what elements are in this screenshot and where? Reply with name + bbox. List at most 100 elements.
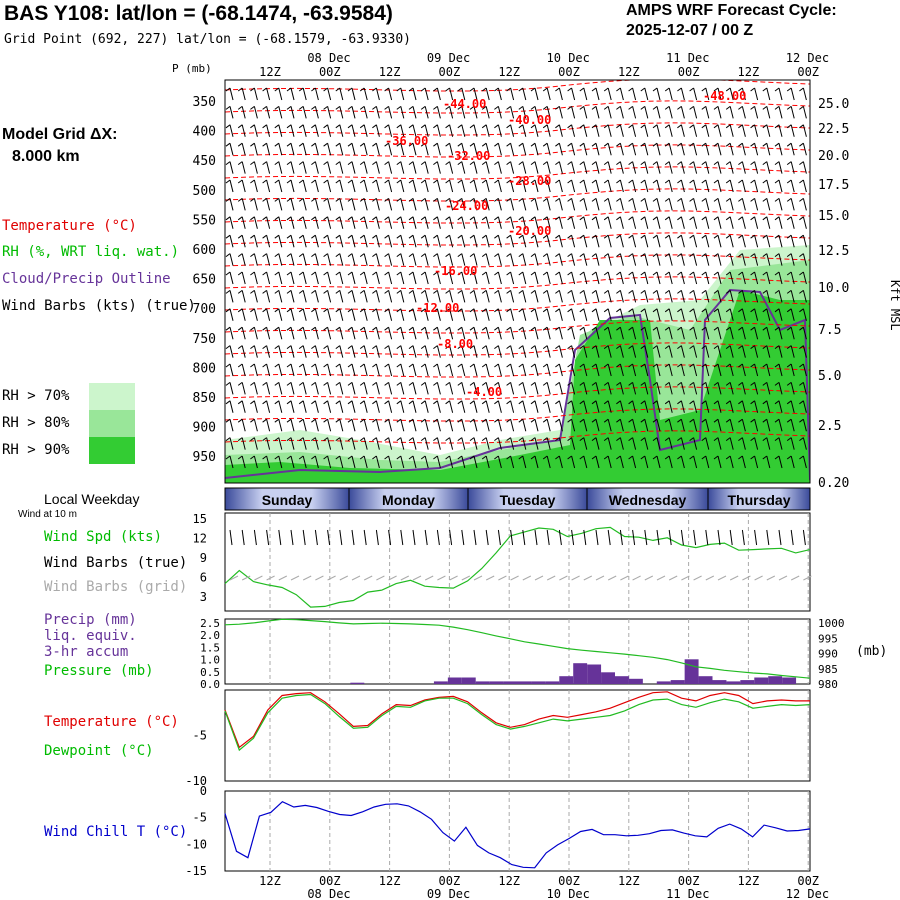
wind-barb xyxy=(664,289,673,303)
wind-barb-flag xyxy=(530,271,536,276)
wind-barb-staff xyxy=(266,179,271,193)
wind-barb xyxy=(262,381,271,395)
wind-barb-flag xyxy=(579,400,585,405)
wind-tick-label: 6 xyxy=(200,571,207,585)
wind-barb-flag xyxy=(567,400,572,405)
wind-barb-true xyxy=(546,529,550,546)
wind-barb-staff xyxy=(253,179,258,193)
wind-barb-staff xyxy=(778,400,783,413)
wind-barb-flag xyxy=(311,179,316,184)
wind-barb-flag xyxy=(542,345,548,350)
wind-barb-staff xyxy=(327,363,332,377)
wind-barb-staff xyxy=(790,437,795,450)
wind-barb-grid xyxy=(302,575,312,581)
wind-barb xyxy=(457,106,466,119)
wind-barb xyxy=(530,418,539,432)
precip-panel-frame xyxy=(224,618,811,685)
wind-barb-staff xyxy=(668,179,673,193)
wind-barb-staff xyxy=(253,124,258,137)
wind-barb-staff xyxy=(497,308,502,321)
wind-barb-flag xyxy=(335,437,341,442)
wind-barb xyxy=(225,271,234,285)
wind-barb-staff xyxy=(461,345,466,358)
wind-barb-flag xyxy=(237,161,243,166)
wind-barb-staff xyxy=(388,106,393,119)
wind-barb-staff xyxy=(595,198,600,211)
wind-barb-staff xyxy=(766,400,771,413)
wind-barb-staff xyxy=(693,363,698,377)
wind-barb-flag xyxy=(701,418,707,423)
wind-barb-flag xyxy=(274,455,280,460)
wind-barb-flag xyxy=(664,106,670,110)
model-grid-value: 8.000 km xyxy=(12,148,80,165)
wind-barb-flag xyxy=(652,418,658,423)
wind-barb-staff xyxy=(266,161,271,174)
wind-barb xyxy=(738,161,746,174)
wind-barb xyxy=(799,197,807,211)
wind-barb-flag xyxy=(518,124,524,129)
wind-barb-grid xyxy=(229,575,239,581)
wind-barb-flag xyxy=(457,326,463,331)
wind-barb-flag xyxy=(298,455,304,460)
wind-barb xyxy=(762,455,771,469)
wind-barb-staff xyxy=(778,290,783,303)
wind-barb xyxy=(262,124,271,137)
wind-barb xyxy=(774,289,783,303)
wind-barb xyxy=(738,363,746,377)
wind-barb xyxy=(420,124,429,137)
wind-barb-staff xyxy=(461,87,466,101)
wind-barb-staff xyxy=(241,198,246,211)
model-grid-label: Model Grid ΔX: xyxy=(2,126,118,143)
wind-barb-staff xyxy=(571,87,576,101)
wind-barb xyxy=(555,455,563,469)
wind-barb-flag xyxy=(262,106,267,110)
wind-barb-staff xyxy=(485,290,490,303)
hour-label-bottom: 12Z xyxy=(498,874,520,888)
wind-barb xyxy=(347,326,356,340)
wind-barb-staff xyxy=(375,161,380,174)
wind-barb-flag xyxy=(518,400,524,405)
wind-barb xyxy=(652,106,661,119)
wind-barb xyxy=(640,326,649,340)
wind-barb-staff xyxy=(412,235,417,248)
wind-barb-flag xyxy=(323,345,328,350)
wind-barb-staff xyxy=(644,271,649,285)
wind-barb-flag xyxy=(396,418,402,423)
wind-barb xyxy=(433,455,441,469)
wind-barb-staff xyxy=(766,455,771,469)
wind-barb-flag xyxy=(420,308,426,313)
wind-barb-true xyxy=(449,529,453,546)
wind-barb xyxy=(408,437,417,450)
wind-barb xyxy=(433,216,441,229)
wind-barb xyxy=(567,106,576,119)
wind-barb xyxy=(579,308,588,321)
wind-barb xyxy=(518,179,527,193)
wind-barb-staff xyxy=(327,106,332,119)
wind-barb-flag xyxy=(640,161,646,166)
wind-barb-staff xyxy=(693,179,698,193)
wind-barb-staff xyxy=(375,253,380,266)
wind-barb-flag xyxy=(225,197,231,202)
wind-barb-grid xyxy=(424,575,434,581)
wind-barb xyxy=(701,197,710,211)
wind-barb-staff xyxy=(388,253,393,266)
wind-barb xyxy=(640,253,649,266)
wind-barb xyxy=(420,289,429,303)
wind-barb xyxy=(274,437,283,450)
wind-barb xyxy=(603,87,612,101)
wind-barb xyxy=(725,253,734,266)
wind-barb-flag xyxy=(494,363,499,368)
wind-barb-flag xyxy=(689,216,694,221)
wind-barb-flag xyxy=(408,124,414,129)
wind-barb-flag xyxy=(603,400,609,405)
wind-barb xyxy=(335,197,344,211)
legend-rh: RH (%, WRT liq. wat.) xyxy=(2,244,180,260)
wind-barb xyxy=(225,455,234,469)
wind-barb-staff xyxy=(339,382,344,395)
wind-barb xyxy=(262,161,271,174)
wind-barb-staff xyxy=(656,437,661,450)
wind-barb-flag xyxy=(542,326,548,331)
wind-barb xyxy=(603,234,612,248)
wind-barb-flag xyxy=(347,142,353,147)
wind-barb-staff xyxy=(339,106,344,119)
